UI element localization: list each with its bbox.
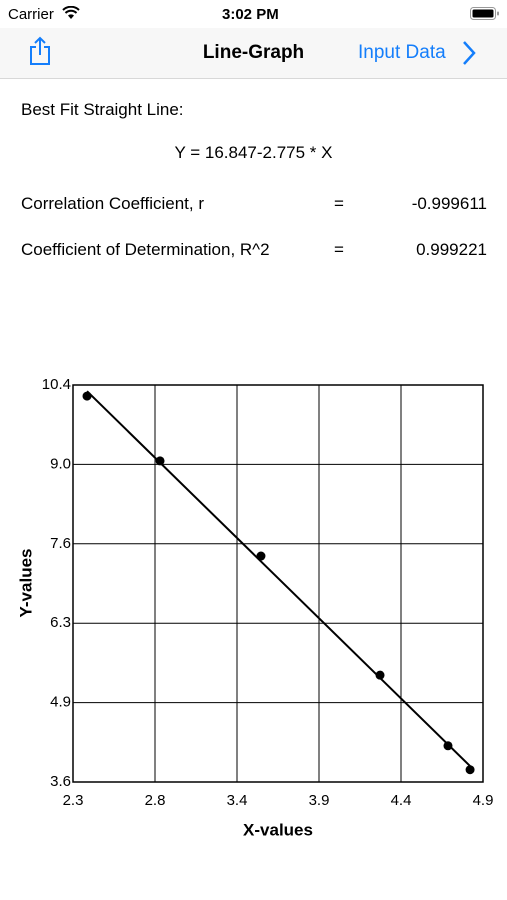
input-data-button[interactable]: Input Data [358, 42, 446, 63]
fit-line [86, 390, 471, 767]
fit-label: Best Fit Straight Line: [21, 100, 184, 119]
equation: Y = 16.847-2.775 * X [174, 143, 333, 162]
data-point [465, 765, 475, 775]
chevron-icon [463, 41, 476, 65]
y-axis-label: Y-values [16, 549, 35, 618]
nav-bar: Line-Graph Input Data [0, 28, 507, 79]
y-tick-label: 3.6 [50, 773, 71, 790]
x-axis-label: X-values [243, 820, 313, 839]
data-point [443, 741, 453, 751]
x-tick-label: 2.3 [63, 792, 84, 809]
status-bar: Carrier 3:02 PM [0, 0, 507, 28]
wifi-icon [62, 6, 80, 19]
data-point [256, 551, 266, 561]
y-tick-label: 10.4 [42, 376, 71, 393]
x-tick-label: 3.4 [227, 792, 248, 809]
row-label: Correlation Coefficient, r [21, 194, 204, 213]
y-tick-label: 6.3 [50, 614, 71, 631]
y-tick-label: 7.6 [50, 535, 71, 552]
plot-frame [72, 384, 484, 783]
row-label: Coefficient of Determination, R^2 [21, 240, 270, 259]
carrier: Carrier [8, 6, 54, 23]
row-value: -0.999611 [411, 194, 487, 213]
share-button[interactable] [28, 36, 52, 66]
data-point [155, 456, 165, 466]
row-sign: = [334, 194, 344, 213]
x-tick-label: 3.9 [309, 792, 330, 809]
nav-title: Line-Graph [202, 42, 305, 63]
x-tick-label: 4.9 [473, 792, 494, 809]
clock: 3:02 PM [222, 6, 279, 23]
data-point [82, 391, 92, 401]
y-tick-label: 9.0 [50, 455, 71, 472]
data-point [375, 670, 385, 680]
row-value: 0.999221 [416, 240, 487, 259]
x-tick-label: 4.4 [391, 792, 412, 809]
x-tick-label: 2.8 [145, 792, 166, 809]
battery-icon [470, 7, 499, 20]
y-tick-label: 4.9 [50, 694, 71, 711]
row-sign: = [334, 240, 344, 259]
